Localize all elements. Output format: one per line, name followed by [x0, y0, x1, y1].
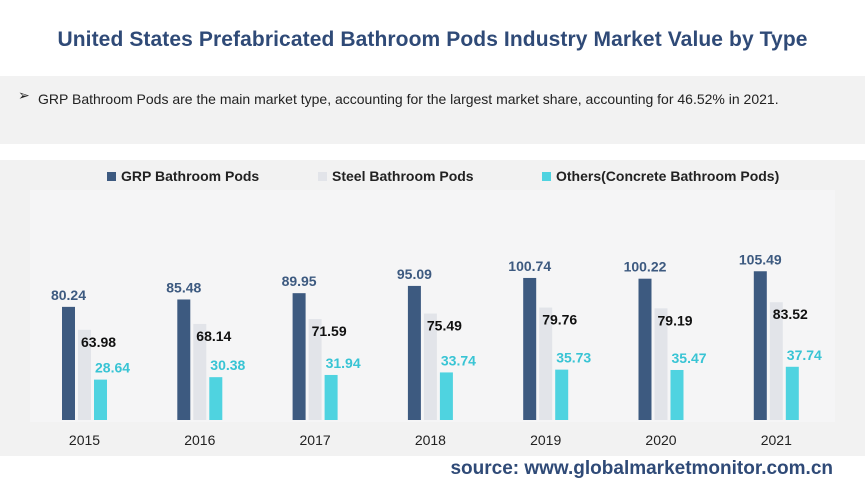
bar-steel-2019: [539, 307, 553, 420]
data-label-grp-2018: 95.09: [397, 266, 432, 282]
x-tick-label-2017: 2017: [300, 432, 331, 448]
chart-legend: GRP Bathroom Pods Steel Bathroom Pods Othe…: [107, 168, 779, 184]
bar-grp-2020: [638, 278, 652, 420]
data-label-grp-2016: 85.48: [166, 279, 201, 295]
arrow-bullet-icon: ➢: [18, 87, 30, 103]
bar-others-2016: [209, 377, 223, 420]
bar-grp-2015: [62, 306, 75, 420]
bar-steel-2015: [78, 329, 91, 420]
bar-grp-2019: [523, 277, 537, 420]
data-label-grp-2017: 89.95: [282, 273, 317, 289]
data-label-steel-2020: 79.19: [658, 312, 693, 328]
x-tick-label-2015: 2015: [69, 432, 100, 448]
chart-title: United States Prefabricated Bathroom Pod…: [57, 28, 808, 51]
note-text: GRP Bathroom Pods are the main market ty…: [38, 91, 779, 107]
bar-others-2017: [324, 374, 338, 420]
bar-grp-2016: [177, 299, 191, 420]
data-label-steel-2021: 83.52: [773, 306, 808, 322]
bar-steel-2016: [193, 323, 207, 420]
data-label-others-2021: 37.74: [787, 347, 822, 363]
bar-others-2021: [785, 366, 799, 420]
bar-others-2019: [555, 369, 569, 420]
data-label-others-2018: 33.74: [441, 352, 476, 368]
legend-swatch-steel: [318, 172, 327, 181]
data-label-grp-2021: 105.49: [739, 251, 782, 267]
x-tick-label-2020: 2020: [645, 432, 676, 448]
legend-swatch-others: [542, 172, 551, 181]
bar-others-2020: [670, 369, 684, 420]
x-axis: 2015 2016 2017 2018 2019 2020 2021: [69, 432, 792, 448]
legend-swatch-grp: [107, 172, 116, 181]
bar-others-2015: [94, 379, 107, 420]
bar-steel-2020: [654, 308, 668, 420]
x-tick-label-2021: 2021: [761, 432, 792, 448]
x-tick-label-2018: 2018: [415, 432, 446, 448]
data-label-others-2020: 35.47: [672, 350, 707, 366]
x-tick-label-2016: 2016: [184, 432, 215, 448]
chart-panel: GRP Bathroom Pods Steel Bathroom Pods Othe…: [0, 160, 865, 456]
data-label-steel-2018: 75.49: [427, 318, 462, 334]
legend-label-steel: Steel Bathroom Pods: [332, 168, 474, 184]
data-label-steel-2016: 68.14: [196, 328, 231, 344]
legend-label-grp: GRP Bathroom Pods: [121, 168, 259, 184]
data-label-others-2015: 28.64: [95, 360, 130, 376]
data-label-grp-2020: 100.22: [624, 259, 667, 275]
data-labels: 80.24 63.98 28.64 85.48 68.14 30.38 89.95 71.59…: [51, 251, 822, 375]
legend-label-others: Others(Concrete Bathroom Pods): [556, 168, 779, 184]
bar-steel-2017: [308, 319, 322, 420]
source-text: source: www.globalmarketmonitor.com.cn: [450, 458, 833, 479]
bar-grp-2017: [292, 293, 306, 420]
bar-others-2018: [439, 372, 453, 420]
bar-grp-2021: [753, 271, 767, 420]
data-label-others-2017: 31.94: [326, 355, 361, 371]
bar-chart: GRP Bathroom Pods Steel Bathroom Pods Othe…: [30, 168, 835, 448]
x-tick-label-2019: 2019: [530, 432, 561, 448]
data-label-steel-2015: 63.98: [81, 334, 116, 350]
data-label-others-2016: 30.38: [210, 357, 245, 373]
bar-steel-2018: [423, 313, 437, 420]
data-label-steel-2017: 71.59: [312, 323, 347, 339]
bars: [62, 271, 799, 420]
data-label-grp-2015: 80.24: [51, 287, 86, 303]
data-label-steel-2019: 79.76: [542, 312, 577, 328]
data-label-grp-2019: 100.74: [508, 258, 551, 274]
data-label-others-2019: 35.73: [556, 350, 591, 366]
note-panel: ➢ GRP Bathroom Pods are the main market …: [0, 76, 865, 144]
bar-steel-2021: [769, 302, 783, 420]
bar-grp-2018: [407, 285, 421, 420]
